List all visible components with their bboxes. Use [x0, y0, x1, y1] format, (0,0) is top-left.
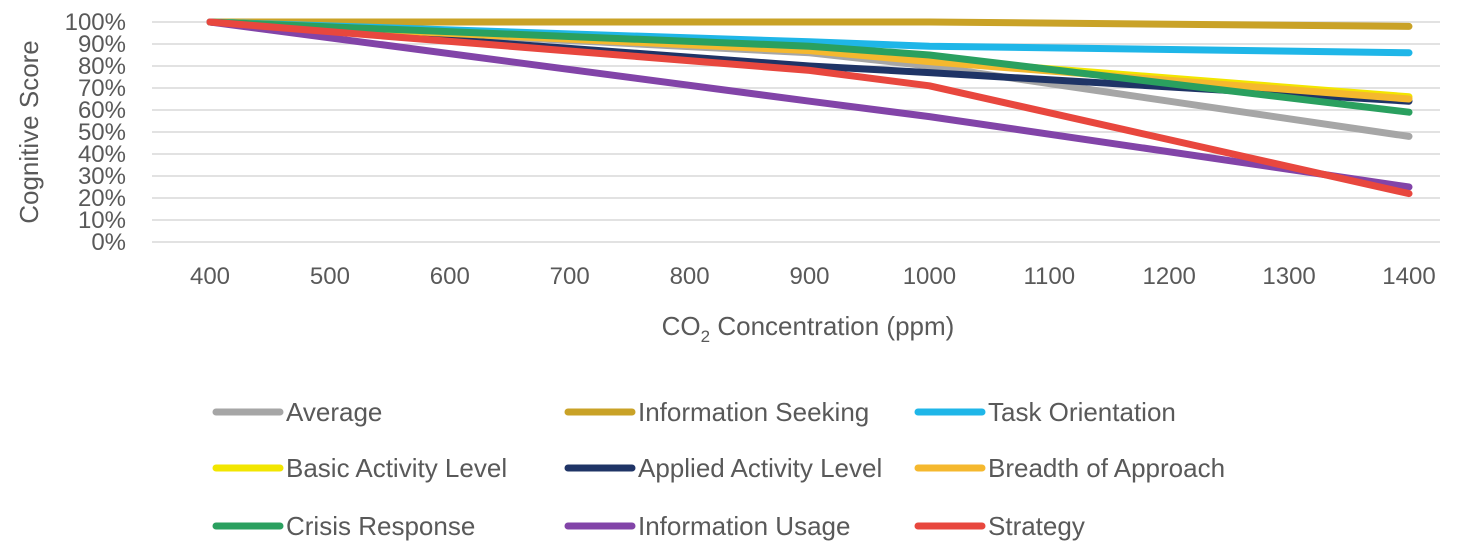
y-tick-label: 10%: [78, 207, 126, 234]
legend: Average Information Seeking Task Orientati…: [212, 397, 1225, 541]
x-tick-label: 700: [550, 263, 590, 290]
x-tick-label: 1400: [1382, 263, 1435, 290]
y-axis-label: Cognitive Score: [14, 40, 44, 224]
series-line: [206, 18, 1413, 198]
x-tick-label: 800: [670, 263, 710, 290]
x-tick-label: 500: [310, 263, 350, 290]
x-tick-label: 400: [190, 263, 230, 290]
y-tick-label: 80%: [78, 53, 126, 80]
x-axis-label-main: CO: [662, 311, 701, 341]
y-tick-label: 20%: [78, 185, 126, 212]
x-axis-label-subscript: 2: [701, 327, 710, 346]
y-tick-label: 60%: [78, 97, 126, 124]
x-tick-label: 1000: [903, 263, 956, 290]
series-line: [206, 18, 1413, 30]
legend-label: Information Usage: [638, 511, 850, 541]
y-axis-ticks: 0%10%20%30%40%50%60%70%80%90%100%: [65, 9, 126, 256]
y-tick-label: 100%: [65, 9, 126, 36]
y-tick-label: 90%: [78, 31, 126, 58]
legend-label: Crisis Response: [286, 511, 475, 541]
x-tick-label: 1200: [1143, 263, 1196, 290]
x-axis-label-rest: Concentration (ppm): [710, 311, 954, 341]
legend-label: Strategy: [988, 511, 1085, 541]
y-tick-label: 40%: [78, 141, 126, 168]
x-axis-label: CO2 Concentration (ppm): [662, 311, 955, 346]
y-tick-label: 70%: [78, 75, 126, 102]
x-tick-label: 900: [789, 263, 829, 290]
series-line: [206, 18, 1413, 116]
legend-label: Average: [286, 397, 382, 427]
legend-label: Basic Activity Level: [286, 453, 507, 483]
x-axis-ticks: 400 500 600 700 800 900 1000 1100 1200 1300 1400: [190, 263, 1436, 290]
x-tick-label: 1300: [1262, 263, 1315, 290]
legend-label: Task Orientation: [988, 397, 1176, 427]
y-tick-label: 0%: [91, 229, 126, 256]
legend-label: Information Seeking: [638, 397, 869, 427]
y-tick-label: 30%: [78, 163, 126, 190]
legend-label: Applied Activity Level: [638, 453, 882, 483]
y-tick-label: 50%: [78, 119, 126, 146]
series-line: [206, 18, 1413, 191]
x-tick-label: 600: [430, 263, 470, 290]
x-tick-label: 1100: [1023, 263, 1075, 290]
series-lines: [206, 18, 1413, 198]
legend-label: Breadth of Approach: [988, 453, 1225, 483]
